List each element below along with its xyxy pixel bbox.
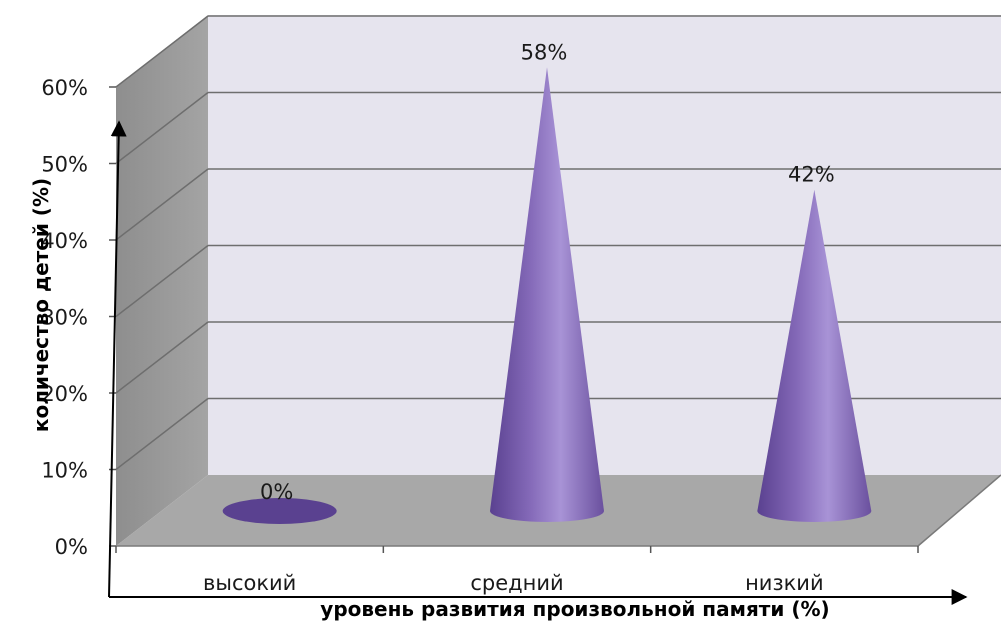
y-tick-label: 0%: [55, 535, 88, 559]
y-tick-label: 40%: [41, 229, 88, 253]
x-category-label: низкий: [745, 571, 824, 595]
data-label: 0%: [260, 480, 293, 504]
y-tick-label: 20%: [41, 382, 88, 406]
y-tick-label: 10%: [41, 459, 88, 483]
y-axis-title: количество детей (%): [29, 178, 53, 432]
data-label: 58%: [521, 40, 568, 64]
gridline-side: [115, 397, 209, 471]
gridline-side: [115, 168, 209, 241]
x-axis-ticks: высокий средний низкий: [115, 546, 919, 595]
cone-bar: [757, 189, 872, 522]
cones: [222, 67, 872, 524]
gridline-side: [115, 15, 209, 88]
y-tick-label: 60%: [41, 76, 88, 100]
gridline-side: [115, 321, 209, 394]
x-category-label: высокий: [203, 571, 296, 595]
y-tick-label: 50%: [41, 153, 88, 177]
x-category-label: средний: [470, 571, 563, 595]
data-labels: 0% 58% 42%: [260, 40, 835, 504]
cone-bar: [222, 498, 337, 524]
grid-lines: [115, 15, 1001, 471]
gridline-side: [115, 244, 209, 318]
gridline-side: [115, 91, 209, 165]
y-tick-label: 30%: [41, 306, 88, 330]
floor-right-edge: [917, 474, 1001, 547]
x-axis-title: уровень развития произвольной памяти (%): [320, 597, 829, 621]
y-axis-ticks: 0% 10% 20% 30% 40% 50% 60%: [41, 76, 116, 559]
y-axis-arrow: [108, 120, 127, 598]
cone-bar: [490, 67, 604, 523]
data-label: 42%: [788, 163, 835, 187]
